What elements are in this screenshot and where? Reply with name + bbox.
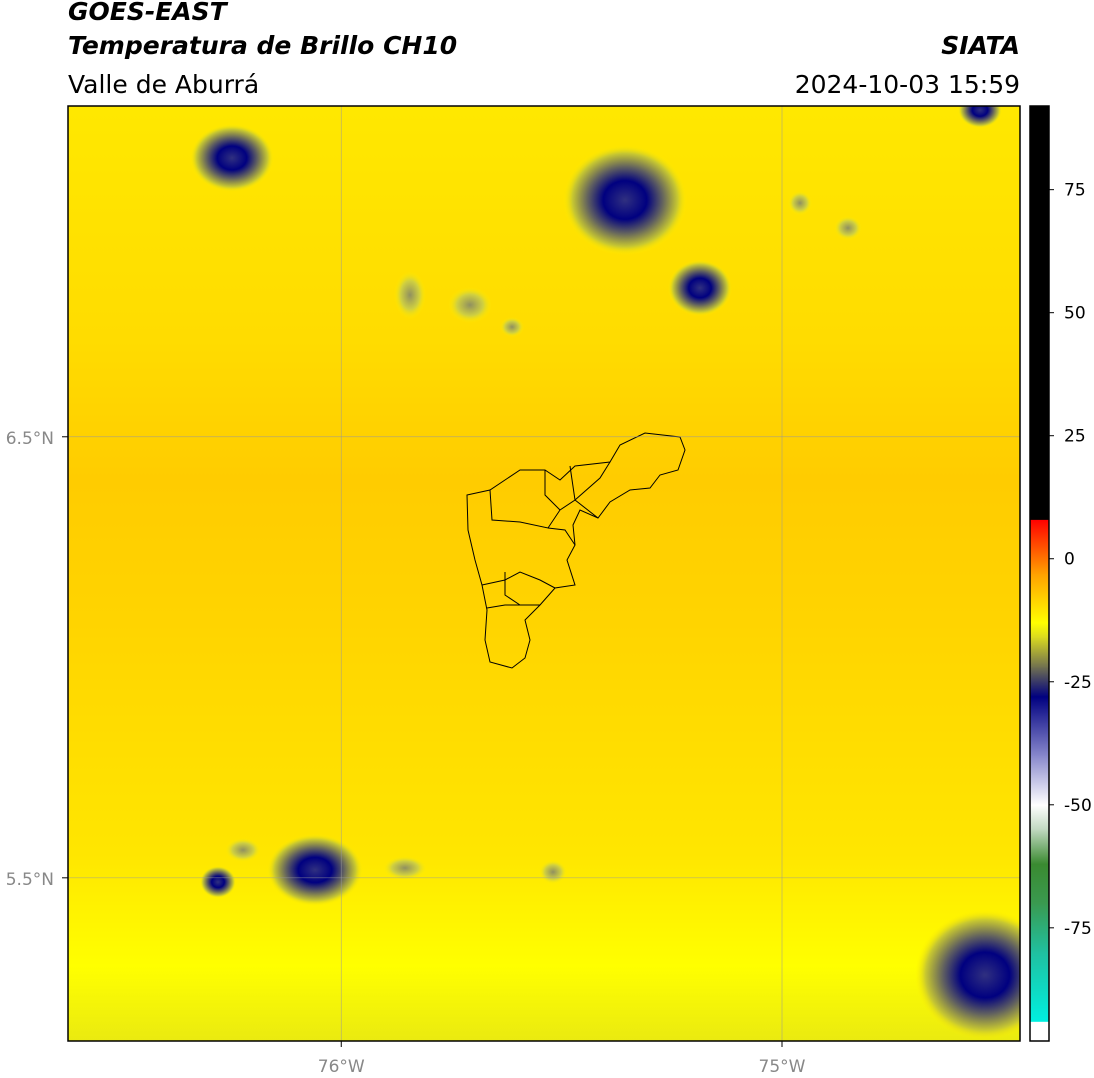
datetime: 2024-10-03 15:59 [795,70,1020,99]
colorbar-tick-label: 75 [1064,181,1086,201]
colorbar-segment [1030,637,1049,668]
cloud [915,910,1020,1040]
title: GOES-EAST [68,0,229,26]
haze [539,860,567,884]
colorbar-tick-label: 0 [1064,550,1075,570]
haze [500,317,524,337]
colorbar-segment [1030,696,1049,757]
colorbar-segment [1030,755,1049,806]
region-outline [466,432,686,669]
cloud [267,834,363,906]
colorbar-segment [1030,863,1049,904]
haze [394,271,426,319]
colorbar-segment [1030,106,1049,520]
municipality-outlines [466,432,686,669]
colorbar-tick-label: 50 [1064,304,1086,324]
colorbar-tick-label: -25 [1064,673,1092,693]
colorbar-frame [1029,105,1050,1042]
haze [834,216,862,240]
x-tick-label: 76°W [318,1057,365,1077]
x-tick-label: 75°W [759,1057,806,1077]
y-tick-label: 5.5°N [6,870,54,890]
colorbar-segment [1030,573,1049,624]
colorbar-segment [1030,667,1049,698]
municipality [559,461,611,519]
y-tick-label: 6.5°N [6,429,54,449]
cloud [200,866,236,898]
haze [448,287,492,323]
map-frame [67,105,1021,1042]
colorbar-segment [1030,804,1049,830]
colorbar-tick-label: -75 [1064,919,1092,939]
cloud [958,106,1002,128]
cloud [563,145,687,255]
colorbar-segment [1030,519,1049,574]
cloud [190,124,274,192]
colorbar-segment [1030,952,1049,1022]
cloud [668,260,732,316]
background [68,106,1020,1041]
municipality [481,527,576,609]
subtitle: Temperatura de Brillo CH10 [68,31,457,60]
colorbar-segment [1030,903,1049,953]
colorbar-segment [1030,1021,1049,1042]
haze [788,191,812,215]
haze [225,838,261,862]
haze [383,856,427,880]
colorbar-tick-label: -50 [1064,796,1092,816]
map-field [68,106,1020,1041]
region: Valle de Aburrá [68,70,259,99]
source: SIATA [941,31,1020,60]
colorbar-tick-label: 25 [1064,427,1086,447]
colorbar-segment [1030,622,1049,638]
colorbar-segment [1030,829,1049,865]
